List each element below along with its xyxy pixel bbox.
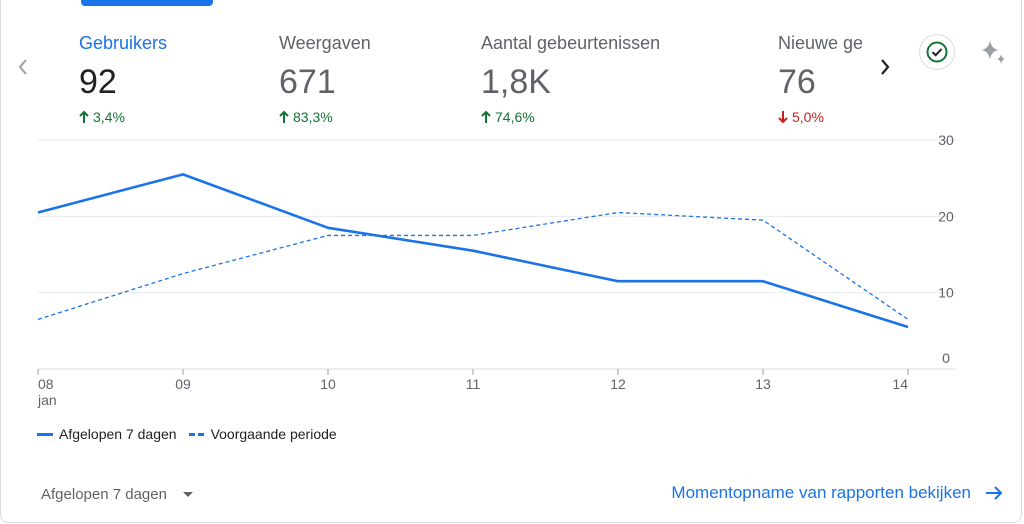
next-metrics-button[interactable]	[871, 52, 899, 82]
metric-tab-event-count[interactable]: Aantal gebeurtenissen 1,8K 74,6%	[481, 30, 660, 135]
metric-tab-views[interactable]: Weergaven 671 83,3%	[279, 30, 371, 135]
metric-label: Gebruikers	[79, 33, 168, 53]
y-tick-label: 10	[938, 285, 954, 301]
series-line-last-7-days	[37, 173, 909, 329]
metric-value: 671	[279, 63, 336, 101]
chevron-left-icon	[18, 59, 27, 75]
chevron-right-icon	[881, 59, 890, 75]
arrow-up-icon	[279, 110, 289, 123]
metric-tab-users[interactable]: Gebruikers 92 3,4%	[79, 30, 167, 135]
y-tick-label: 0	[942, 350, 950, 366]
arrow-up-icon	[79, 110, 89, 123]
metric-label: Weergaven	[279, 33, 371, 53]
data-quality-status-button[interactable]	[919, 34, 955, 70]
arrow-right-icon	[985, 485, 1003, 501]
sparkle-icon	[981, 40, 1005, 64]
metric-change-value: 3,4%	[93, 109, 125, 125]
metric-value: 76	[778, 63, 816, 101]
metric-change-value: 74,6%	[495, 109, 535, 125]
date-range-label: Afgelopen 7 dagen	[41, 485, 167, 503]
legend-label-current: Afgelopen 7 dagen	[59, 426, 177, 442]
arrow-up-icon	[481, 110, 491, 123]
metrics-carousel: Gebruikers 92 3,4% Weergaven 671 83,3% A…	[79, 30, 863, 135]
x-tick-label: 13	[755, 376, 771, 392]
y-tick-label: 30	[938, 135, 954, 148]
x-tick-sublabel: jan	[37, 392, 57, 408]
users-line-chart: 0 10 20 30 08 09 10 11 12 13 14 jan	[37, 135, 956, 408]
x-tick-label: 08	[38, 376, 54, 392]
caret-down-icon	[182, 491, 193, 497]
view-reports-snapshot-link[interactable]: Momentopname van rapporten bekijken	[671, 480, 1003, 506]
x-tick-label: 12	[610, 376, 626, 392]
report-link-label: Momentopname van rapporten bekijken	[671, 483, 971, 502]
chart-legend: Afgelopen 7 dagen Voorgaande periode	[37, 426, 349, 442]
metric-value: 1,8K	[481, 63, 551, 101]
x-tick-label: 11	[466, 376, 481, 392]
metric-change: 74,6%	[481, 107, 660, 127]
legend-label-previous: Voorgaande periode	[210, 426, 337, 442]
arrow-down-icon	[778, 111, 788, 124]
metric-change: 5,0%	[778, 107, 863, 127]
legend-item-current: Afgelopen 7 dagen	[37, 426, 177, 442]
check-circle-icon	[926, 41, 948, 63]
metric-change-value: 5,0%	[792, 109, 824, 125]
metric-tab-new-users[interactable]: Nieuwe gebruikers 76 5,0%	[778, 30, 863, 135]
y-tick-label: 20	[938, 208, 954, 224]
x-tick-label: 14	[892, 376, 908, 392]
legend-solid-swatch	[37, 432, 53, 436]
metric-value: 92	[79, 63, 117, 101]
metric-label: Aantal gebeurtenissen	[481, 33, 661, 53]
metric-change: 83,3%	[279, 107, 371, 127]
insights-button[interactable]	[975, 34, 1011, 70]
legend-dashed-swatch	[188, 432, 205, 436]
metric-label: Nieuwe gebruikers	[778, 33, 863, 53]
metric-change-value: 83,3%	[293, 109, 333, 125]
metric-change: 3,4%	[79, 107, 167, 127]
active-tab-indicator	[81, 0, 213, 6]
legend-item-previous: Voorgaande periode	[188, 426, 337, 442]
previous-metrics-button[interactable]	[9, 52, 37, 82]
x-tick-label: 10	[320, 376, 336, 392]
series-line-previous-period	[37, 211, 909, 321]
x-tick-label: 09	[175, 376, 191, 392]
date-range-dropdown[interactable]: Afgelopen 7 dagen	[41, 482, 193, 506]
